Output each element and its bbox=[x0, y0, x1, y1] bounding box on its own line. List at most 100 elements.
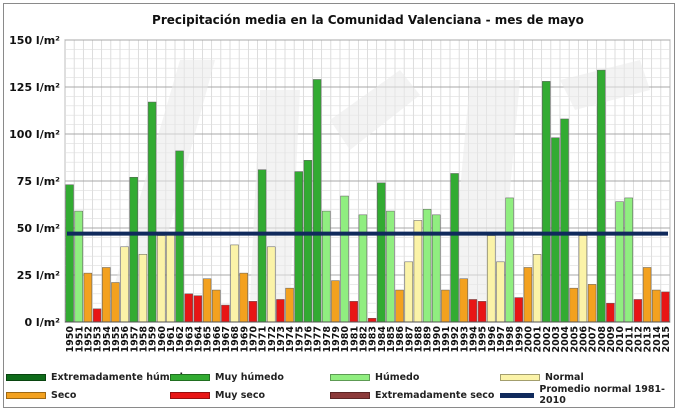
bar-1992 bbox=[450, 173, 459, 323]
bar-1971 bbox=[257, 169, 267, 323]
legend-label: Promedio normal 1981-2010 bbox=[539, 384, 665, 406]
legend-swatch bbox=[170, 391, 210, 399]
bar-1999 bbox=[514, 297, 523, 323]
y-tick-label: 25 l/m² bbox=[17, 269, 60, 282]
bar-2005 bbox=[569, 287, 578, 323]
bar-2012 bbox=[633, 299, 643, 323]
watermark-shape bbox=[110, 60, 650, 300]
legend: Extremadamente húmedo Muy húmedo Húmedo Nor… bbox=[6, 369, 670, 407]
axes: 0 l/m² 25 l/m² 50 l/m² 75 l/m² 100 l/m² 125 l… bbox=[9, 34, 672, 352]
legend-label: Normal bbox=[545, 371, 584, 383]
x-tick-label: 2009 bbox=[606, 326, 617, 352]
x-tick-label: 1984 bbox=[377, 326, 388, 353]
x-tick-label: 2000 bbox=[523, 326, 534, 353]
y-tick-label: 0 l/m² bbox=[24, 316, 60, 329]
legend-swatch bbox=[330, 391, 370, 399]
x-tick-label: 1965 bbox=[203, 326, 214, 352]
bar-1959 bbox=[147, 101, 157, 323]
x-tick-label: 1960 bbox=[157, 326, 168, 353]
bar-1961 bbox=[166, 233, 175, 323]
x-tick-label: 1988 bbox=[413, 326, 424, 353]
x-tick-label: 1985 bbox=[386, 326, 397, 352]
x-tick-label: 2007 bbox=[588, 326, 599, 352]
x-tick-label: 1999 bbox=[514, 326, 525, 352]
legend-swatch bbox=[500, 373, 540, 381]
legend-item-ms: Muy seco bbox=[170, 387, 265, 403]
legend-swatch bbox=[6, 391, 46, 399]
x-tick-label: 1981 bbox=[349, 326, 360, 352]
legend-label: Muy seco bbox=[215, 389, 265, 401]
bar-1973 bbox=[276, 299, 285, 323]
bar-1972 bbox=[267, 246, 276, 323]
bar-1964 bbox=[193, 295, 203, 323]
bar-1979 bbox=[331, 280, 340, 323]
bar-1988 bbox=[413, 220, 423, 323]
x-tick-label: 1955 bbox=[111, 326, 122, 352]
x-tick-label: 1971 bbox=[258, 326, 269, 352]
bar-2006 bbox=[578, 235, 588, 323]
bar-2002 bbox=[542, 81, 551, 323]
x-tick-label: 1952 bbox=[83, 326, 94, 352]
legend-item-n: Normal bbox=[500, 369, 584, 385]
x-tick-label: 2002 bbox=[542, 326, 553, 352]
x-tick-label: 1968 bbox=[230, 326, 241, 353]
y-tick-label: 50 l/m² bbox=[17, 222, 60, 235]
bar-1954 bbox=[102, 267, 111, 323]
x-tick-label: 1992 bbox=[450, 326, 461, 352]
x-tick-label: 2004 bbox=[560, 326, 571, 353]
bar-1952 bbox=[83, 272, 93, 323]
x-tick-label: 1979 bbox=[331, 326, 342, 352]
bar-1975 bbox=[294, 171, 303, 323]
x-tick-label: 1996 bbox=[487, 326, 498, 353]
bar-2000 bbox=[523, 267, 533, 323]
x-tick-label: 1993 bbox=[459, 326, 470, 352]
bar-1970 bbox=[248, 301, 258, 323]
x-tick-label: 1974 bbox=[285, 326, 296, 353]
x-tick-label: 1983 bbox=[368, 326, 379, 352]
watermark bbox=[110, 60, 650, 300]
x-tick-label: 1958 bbox=[138, 326, 149, 353]
x-tick-label: 1982 bbox=[358, 326, 369, 352]
legend-swatch bbox=[6, 373, 46, 381]
legend-label: Húmedo bbox=[375, 371, 420, 383]
bar-1981 bbox=[349, 301, 358, 323]
x-tick-label: 2001 bbox=[533, 326, 544, 352]
bar-1962 bbox=[175, 150, 184, 323]
x-tick-label: 1976 bbox=[303, 326, 314, 353]
bar-1969 bbox=[239, 272, 248, 323]
bar-1977 bbox=[312, 79, 322, 323]
legend-item-ref: Promedio normal 1981-2010 bbox=[500, 384, 670, 406]
bar-2014 bbox=[652, 289, 661, 323]
legend-label: Seco bbox=[51, 389, 77, 401]
x-tick-label: 2005 bbox=[569, 326, 580, 352]
bar-1960 bbox=[157, 235, 166, 323]
y-tick-label: 125 l/m² bbox=[9, 81, 60, 94]
x-tick-label: 1953 bbox=[93, 326, 104, 352]
bar-1965 bbox=[202, 278, 212, 323]
bar-1993 bbox=[459, 278, 468, 323]
x-tick-label: 1986 bbox=[395, 326, 406, 353]
legend-swatch bbox=[330, 373, 370, 381]
bar-2007 bbox=[587, 284, 597, 323]
bar-2003 bbox=[551, 137, 560, 323]
x-tick-label: 1998 bbox=[505, 326, 516, 353]
bar-1955 bbox=[111, 282, 120, 323]
x-tick-label: 1957 bbox=[129, 326, 140, 352]
bar-1985 bbox=[386, 210, 395, 323]
x-tick-label: 1989 bbox=[423, 326, 434, 352]
bar-1990 bbox=[432, 214, 441, 323]
bars bbox=[65, 69, 670, 323]
legend-label: Extremadamente húmedo bbox=[51, 371, 190, 383]
bar-1957 bbox=[129, 176, 138, 323]
x-tick-label: 2008 bbox=[597, 326, 608, 353]
x-tick-label: 1959 bbox=[148, 326, 159, 352]
x-tick-label: 2003 bbox=[551, 326, 562, 352]
bar-1982 bbox=[358, 214, 368, 323]
x-tick-label: 1994 bbox=[468, 326, 479, 353]
x-tick-label: 2011 bbox=[624, 326, 635, 352]
bar-1951 bbox=[74, 210, 83, 323]
bar-1984 bbox=[377, 182, 386, 323]
legend-swatch bbox=[170, 373, 210, 381]
x-tick-label: 1954 bbox=[102, 326, 113, 353]
x-tick-label: 1991 bbox=[441, 326, 452, 352]
